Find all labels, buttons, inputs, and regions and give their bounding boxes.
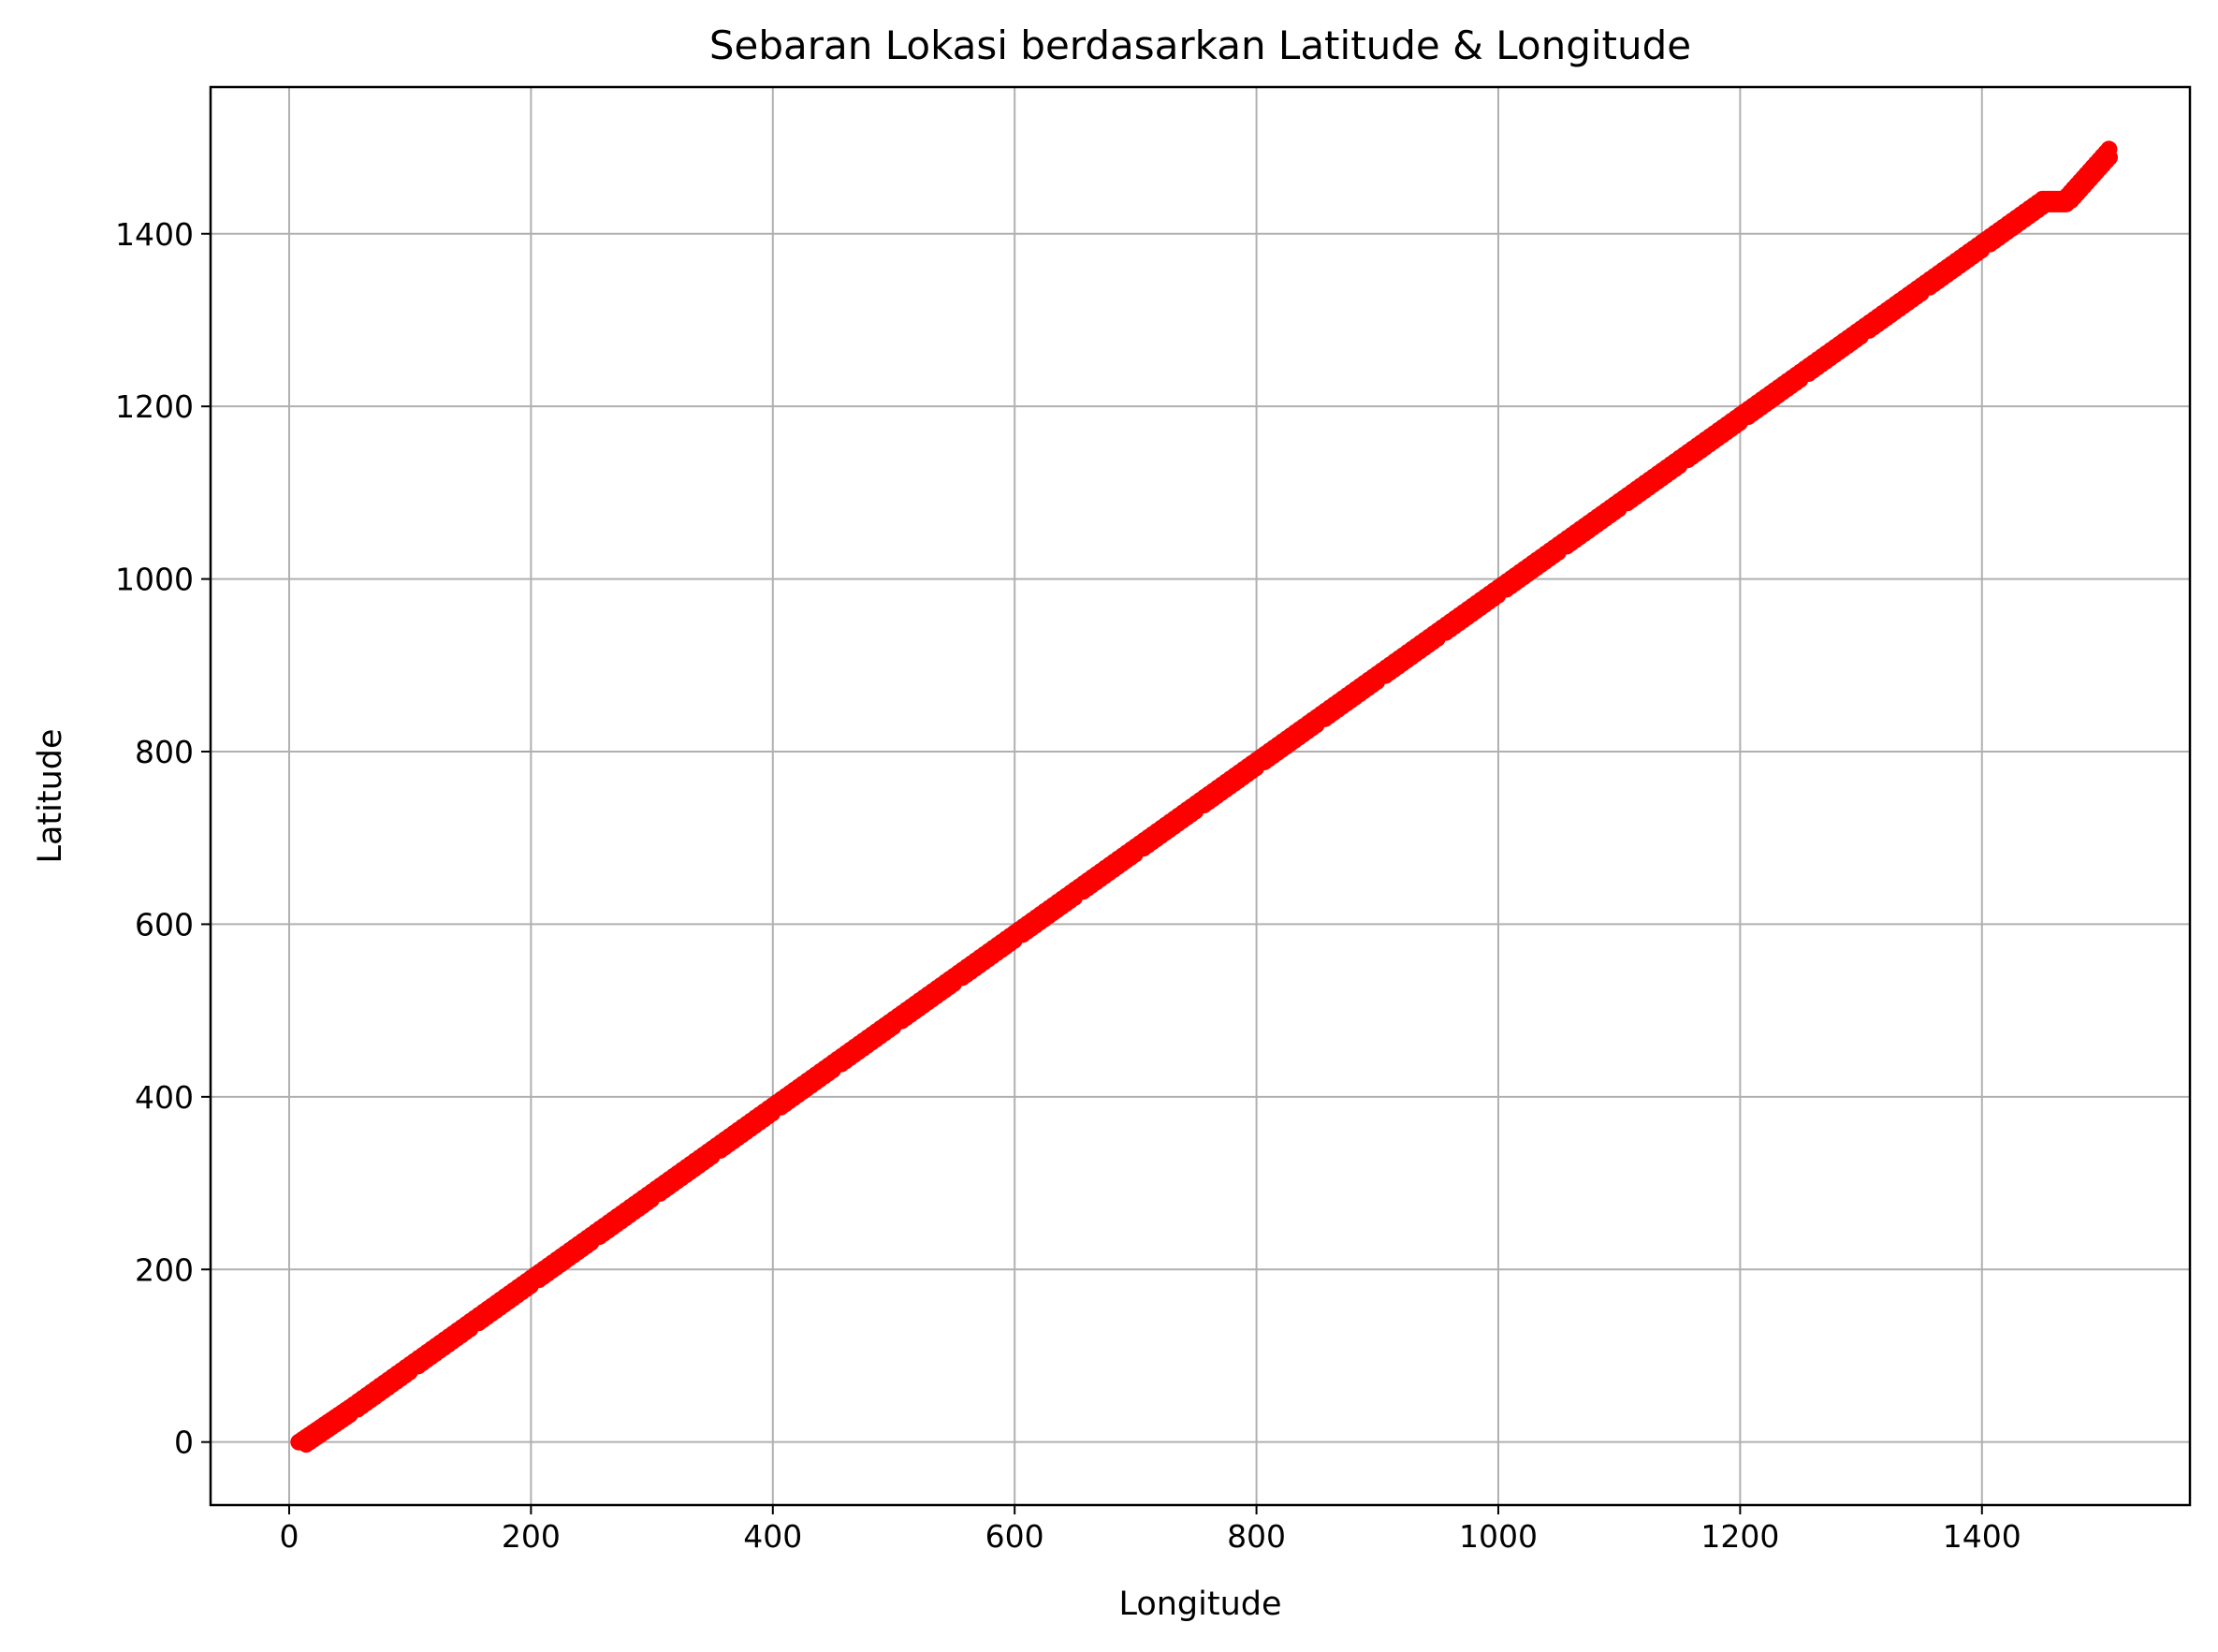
y-tick-label: 1000 bbox=[115, 562, 194, 598]
x-tick-label: 400 bbox=[743, 1518, 802, 1555]
x-tick-label: 0 bbox=[279, 1518, 299, 1555]
y-tick-label: 600 bbox=[135, 906, 194, 943]
x-tick-label: 1400 bbox=[1943, 1518, 2021, 1555]
y-axis-label: Latitude bbox=[32, 728, 69, 863]
grid-lines bbox=[211, 87, 2190, 1505]
x-tick-label: 1200 bbox=[1700, 1518, 1779, 1555]
x-tick-label: 1000 bbox=[1459, 1518, 1538, 1555]
data-point bbox=[2100, 140, 2118, 158]
y-tick-label: 400 bbox=[135, 1079, 194, 1116]
y-tick-label: 800 bbox=[135, 734, 194, 770]
y-tick-label: 0 bbox=[174, 1425, 194, 1461]
y-tick-label: 200 bbox=[135, 1251, 194, 1288]
x-tick-label: 200 bbox=[502, 1518, 561, 1555]
y-tick-label: 1200 bbox=[115, 388, 194, 425]
x-tick-label: 600 bbox=[985, 1518, 1044, 1555]
axis-ticks: 0 200 400 600 800 1000 1200 1400 0 200 400 600 800 10… bbox=[115, 216, 2021, 1555]
plot-frame bbox=[209, 85, 2192, 1507]
data-points bbox=[290, 140, 2119, 1454]
y-tick-label: 1400 bbox=[115, 216, 194, 253]
x-axis-label: Longitude bbox=[1118, 1586, 1281, 1623]
chart-title: Sebaran Lokasi berdasarkan Latitude & Lo… bbox=[709, 22, 1691, 68]
x-tick-label: 800 bbox=[1227, 1518, 1286, 1555]
